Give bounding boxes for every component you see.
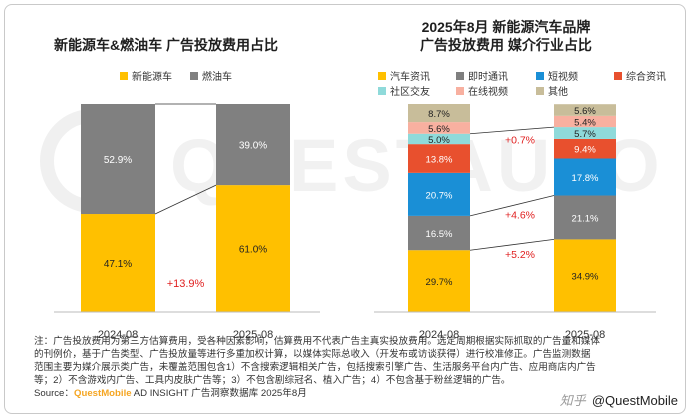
legend-label-ice: 燃油车 bbox=[202, 72, 232, 83]
right-x-tick-0: 2024-08 bbox=[419, 329, 459, 340]
footnotes: 注：广告投放费用为第三方估算费用，受各种因素影响，估算费用不代表广告主真实投放费… bbox=[34, 335, 670, 400]
right-data-label-1-5: 5.4% bbox=[574, 117, 596, 128]
legend-label-other: 其他 bbox=[548, 87, 568, 98]
right-chart-svg: 29.7%16.5%20.7%13.8%5.0%5.6%8.7%2024-083… bbox=[374, 104, 656, 340]
right-bar-1-6 bbox=[554, 104, 616, 116]
platform-logo: 知乎 @QuestMobile bbox=[560, 390, 678, 409]
legend-swatch-general-news bbox=[614, 72, 622, 80]
right-bar-0-0 bbox=[408, 250, 470, 312]
right-connector-0 bbox=[469, 126, 555, 135]
left-bar-1-0 bbox=[216, 185, 290, 312]
right-bar-0-1 bbox=[408, 215, 470, 251]
right-data-label-1-2: 17.8% bbox=[572, 173, 599, 184]
legend-label-general-news: 综合资讯 bbox=[626, 72, 666, 83]
left-chart-svg: 47.1% 52.9% 2024-08 61.0% 39.0% 2025-08 +13.9% bbox=[54, 103, 320, 340]
footnote-line-2: 的刊例价，基于广告类型、广告投放量等进行多重加权计算，以媒体实际总收入（开发布或… bbox=[34, 349, 591, 360]
left-delta-annotation: +13.9% bbox=[167, 278, 205, 290]
right-connector-1 bbox=[469, 195, 555, 217]
right-bar-1-0 bbox=[554, 239, 616, 312]
right-bar-0-2 bbox=[408, 172, 470, 216]
legend-label-short-video: 短视频 bbox=[548, 72, 578, 83]
right-data-label-0-2: 20.7% bbox=[426, 190, 453, 201]
right-chart-title: 2025年8月 新能源汽车品牌 广告投放费用 媒介行业占比 bbox=[356, 18, 656, 54]
right-data-label-0-4: 5.0% bbox=[428, 135, 450, 146]
right-x-tick-1: 2025-08 bbox=[565, 329, 605, 340]
footnote-line-4: 等；2）不含游戏内广告、工具内皮肤广告等；3）不包含剧综冠名、植入广告；4）不包… bbox=[34, 375, 511, 386]
right-data-label-0-6: 8.7% bbox=[428, 109, 450, 120]
right-bar-0-6 bbox=[408, 104, 470, 123]
left-bar-0-1 bbox=[81, 104, 155, 215]
platform-handle: @QuestMobile bbox=[591, 393, 678, 408]
right-delta-annotation-2: +5.2% bbox=[505, 249, 535, 261]
legend-item-nev: 新能源车 bbox=[120, 68, 172, 83]
left-bar-1-1 bbox=[216, 104, 290, 186]
right-bar-1-2 bbox=[554, 158, 616, 196]
left-data-label-1-1: 39.0% bbox=[239, 141, 267, 152]
legend-swatch-nev bbox=[120, 72, 128, 80]
left-data-label-0-1: 52.9% bbox=[104, 155, 132, 166]
right-chart-title-line-2: 广告投放费用 媒介行业占比 bbox=[420, 37, 592, 53]
legend-label-im: 即时通讯 bbox=[468, 72, 508, 83]
right-data-label-1-0: 34.9% bbox=[572, 272, 599, 283]
right-chart-title-line-1: 2025年8月 新能源汽车品牌 bbox=[421, 19, 591, 35]
legend-item-general-news: 综合资讯 bbox=[614, 68, 666, 83]
right-data-label-0-0: 29.7% bbox=[426, 277, 453, 288]
legend-item-ice: 燃油车 bbox=[190, 68, 232, 83]
left-data-label-0-0: 47.1% bbox=[104, 259, 132, 270]
legend-swatch-other bbox=[536, 87, 544, 95]
legend-item-auto-news: 汽车资讯 bbox=[378, 68, 430, 83]
right-connector-2 bbox=[469, 239, 555, 251]
source-rest: AD INSIGHT 广告洞察数据库 2025年8月 bbox=[131, 388, 307, 399]
right-bar-1-3 bbox=[554, 138, 616, 159]
right-bar-1-4 bbox=[554, 127, 616, 139]
left-bar-0-0 bbox=[81, 214, 155, 312]
right-data-label-0-3: 13.8% bbox=[426, 154, 453, 165]
legend-item-im: 即时通讯 bbox=[456, 68, 508, 83]
legend-item-online-video: 在线视频 bbox=[456, 83, 508, 98]
source-brand: QuestMobile bbox=[74, 388, 132, 399]
legend-label-nev: 新能源车 bbox=[132, 72, 172, 83]
left-data-label-1-0: 61.0% bbox=[239, 245, 267, 256]
legend-swatch-online-video bbox=[456, 87, 464, 95]
right-data-label-0-1: 16.5% bbox=[426, 229, 453, 240]
legend-item-other: 其他 bbox=[536, 83, 568, 98]
right-data-label-1-4: 5.7% bbox=[574, 129, 596, 140]
left-chart-title: 新能源车&燃油车 广告投放费用占比 bbox=[54, 37, 278, 53]
source-line: Source：QuestMobile AD INSIGHT 广告洞察数据库 20… bbox=[34, 387, 670, 400]
left-connector-nev-top bbox=[154, 184, 217, 215]
legend-swatch-ice bbox=[190, 72, 198, 80]
right-data-label-1-1: 21.1% bbox=[572, 213, 599, 224]
left-x-tick-1: 2025-08 bbox=[233, 329, 273, 340]
left-x-tick-0: 2024-08 bbox=[98, 329, 138, 340]
right-legend: 汽车资讯 即时通讯 短视频 综合资讯 社区交友 在线视频 其他 bbox=[378, 68, 678, 108]
legend-swatch-im bbox=[456, 72, 464, 80]
right-data-label-1-6: 5.6% bbox=[574, 106, 596, 117]
legend-swatch-short-video bbox=[536, 72, 544, 80]
left-legend: 新能源车 燃油车 bbox=[120, 68, 320, 83]
footnote-line-3: 范围主要为媒介展示类广告，未覆盖范围包含1）不含搜索逻辑相关广告，包括搜索引擎广… bbox=[34, 362, 596, 373]
right-bar-1-5 bbox=[554, 115, 616, 128]
left-chart-panel: 新能源车&燃油车 广告投放费用占比 新能源车 燃油车 47.1% 52.9% 202… bbox=[24, 20, 324, 340]
right-bar-0-5 bbox=[408, 122, 470, 134]
legend-label-auto-news: 汽车资讯 bbox=[390, 72, 430, 83]
source-label: Source： bbox=[34, 388, 74, 399]
legend-swatch-auto-news bbox=[378, 72, 386, 80]
right-bar-0-4 bbox=[408, 133, 470, 145]
zhihu-logo-icon: 知乎 bbox=[559, 393, 586, 408]
right-data-label-1-3: 9.4% bbox=[574, 145, 596, 156]
legend-item-social: 社区交友 bbox=[378, 83, 430, 98]
legend-swatch-social bbox=[378, 87, 386, 95]
right-data-label-0-5: 5.6% bbox=[428, 124, 450, 135]
right-chart-panel: 2025年8月 新能源汽车品牌 广告投放费用 媒介行业占比 汽车资讯 即时通讯 … bbox=[356, 8, 676, 340]
right-bar-1-1 bbox=[554, 195, 616, 240]
legend-label-social: 社区交友 bbox=[390, 87, 430, 98]
footnote-line-1: 注：广告投放费用为第三方估算费用，受各种因素影响，估算费用不代表广告主真实投放费… bbox=[34, 336, 601, 347]
legend-label-online-video: 在线视频 bbox=[468, 87, 508, 98]
legend-item-short-video: 短视频 bbox=[536, 68, 578, 83]
right-bar-0-3 bbox=[408, 144, 470, 173]
right-delta-annotation-1: +4.6% bbox=[505, 210, 535, 222]
right-delta-annotation-0: +0.7% bbox=[505, 134, 535, 146]
